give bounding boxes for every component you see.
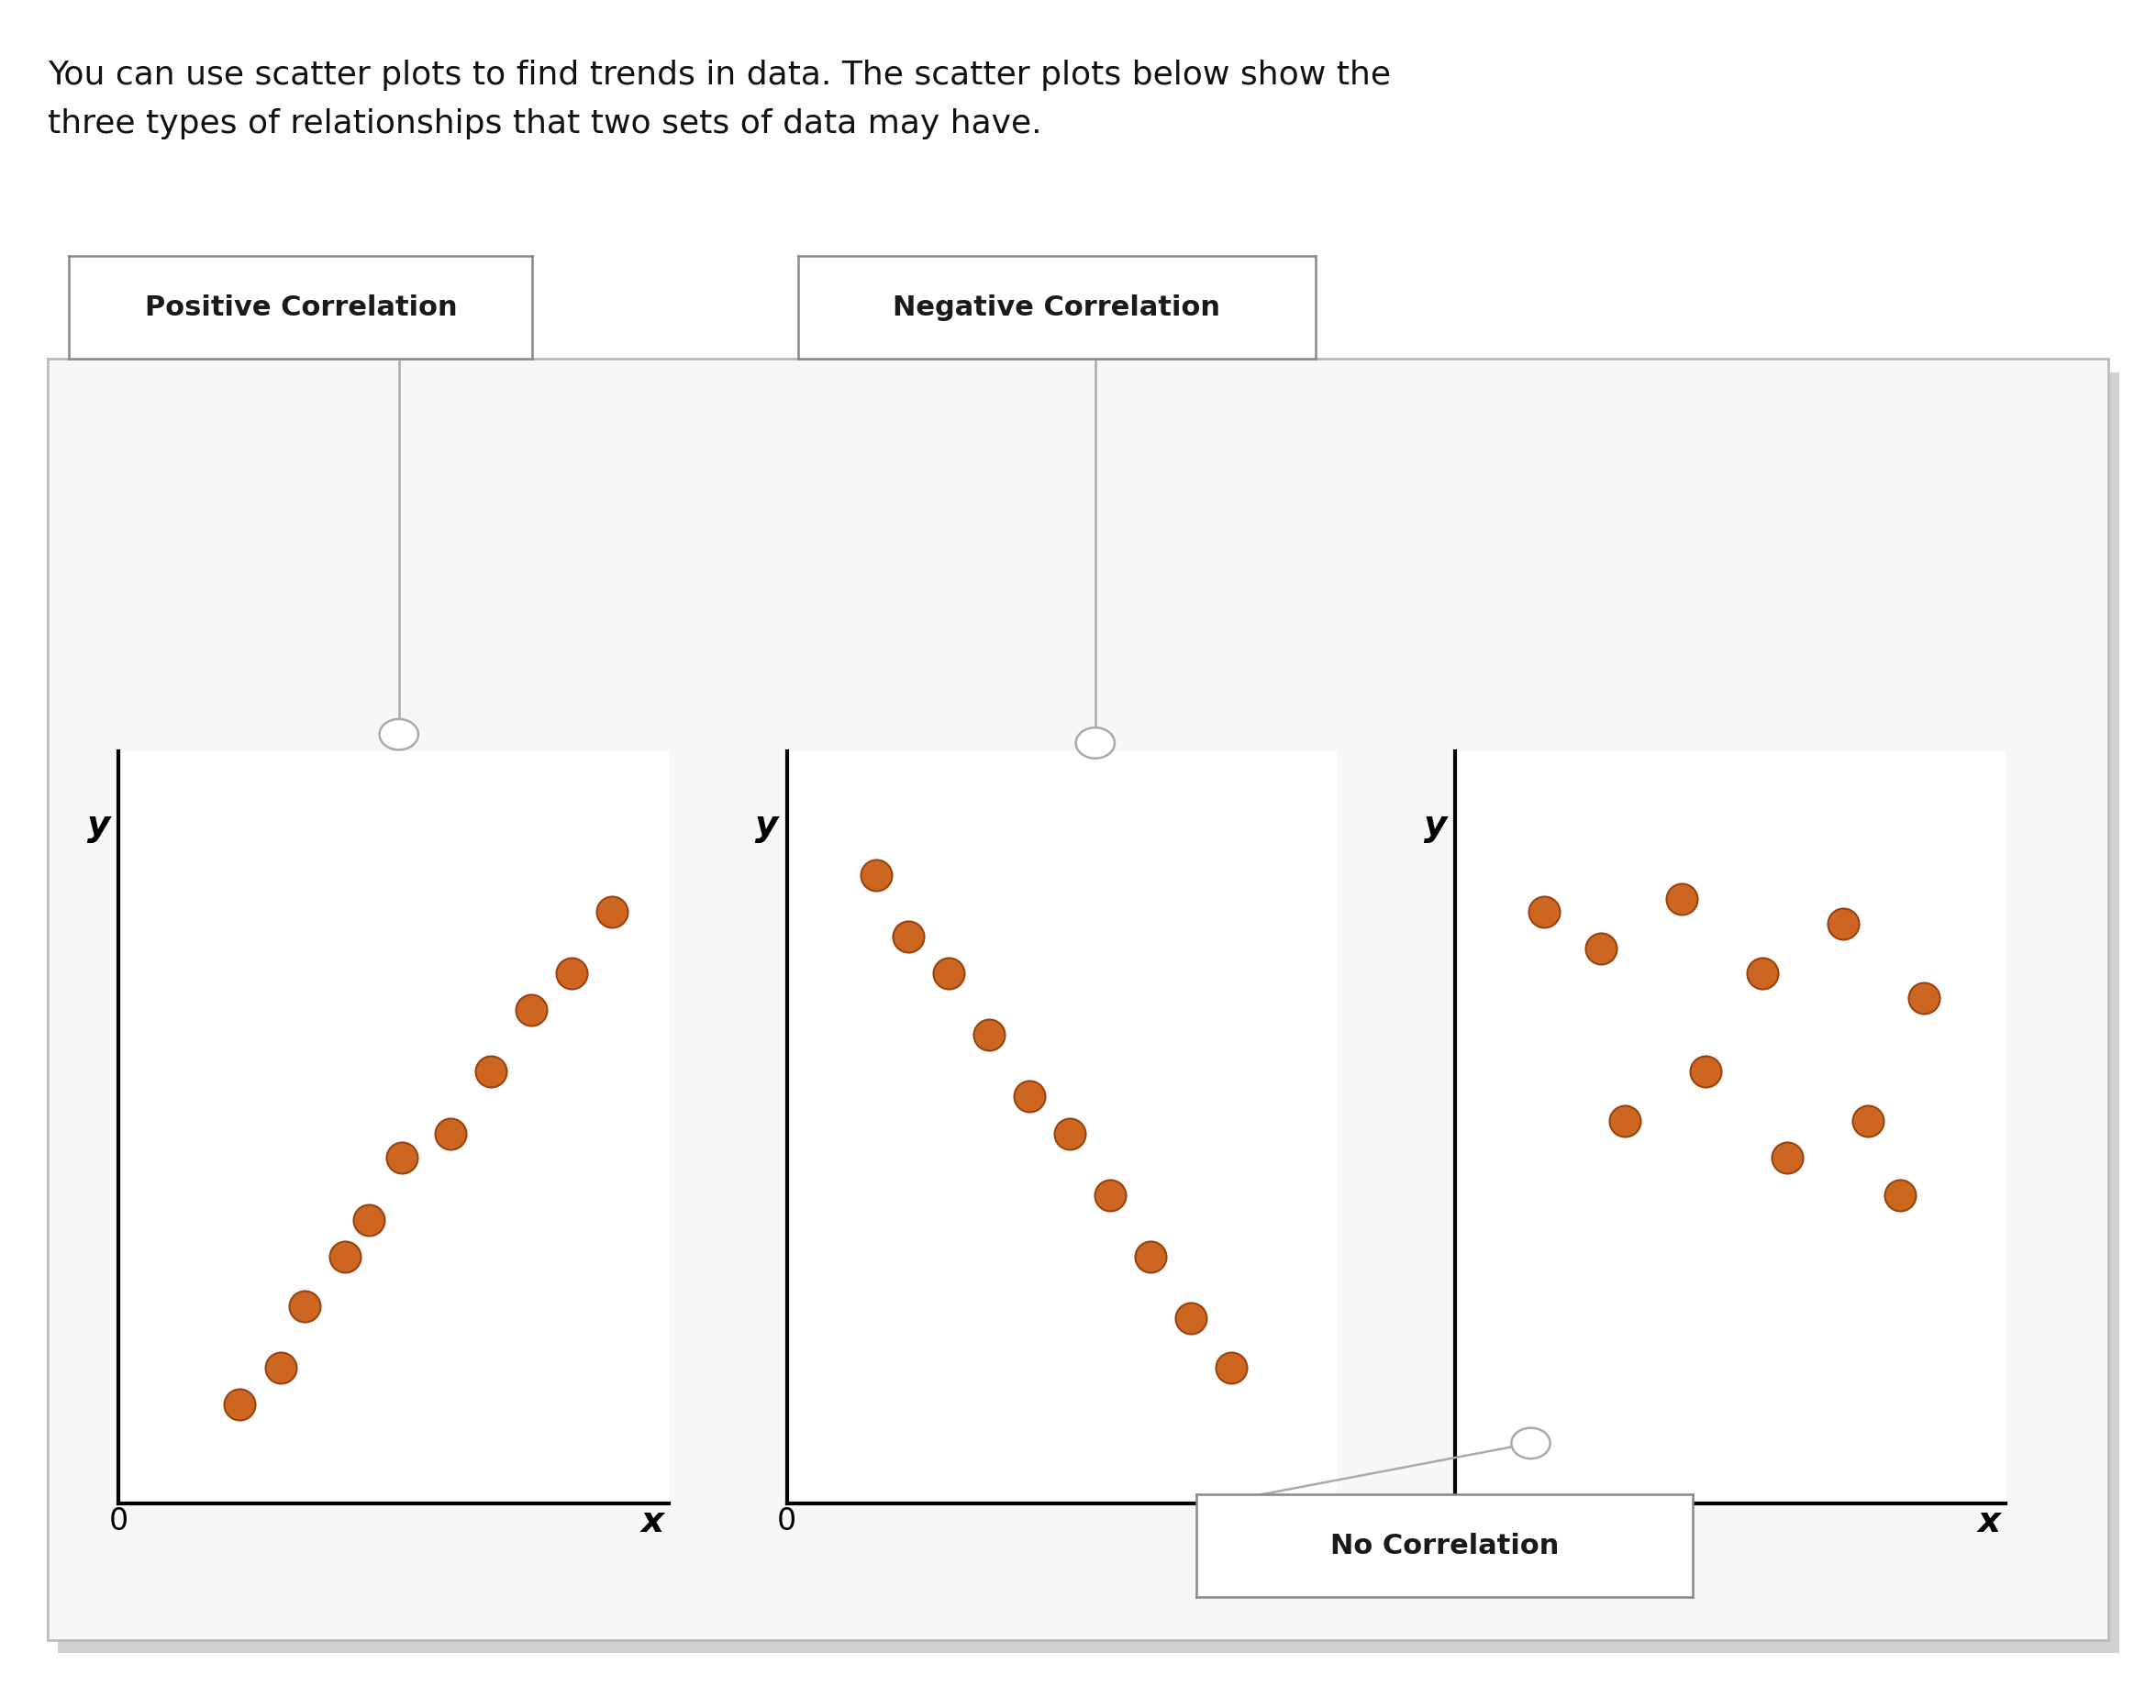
Point [1664,886,1699,914]
Point [1013,1083,1048,1110]
Point [1526,898,1561,926]
Text: x: x [1309,1505,1332,1539]
Point [1688,1059,1723,1086]
Point [1906,984,1940,1011]
Text: No Correlation: No Correlation [1330,1532,1559,1559]
Text: 0: 0 [108,1506,129,1537]
Point [1173,1305,1207,1332]
Point [1052,1120,1087,1148]
Point [1214,1354,1248,1382]
Point [1093,1182,1128,1209]
Point [1882,1182,1917,1209]
Text: x: x [640,1505,664,1539]
Text: Positive Correlation: Positive Correlation [144,294,457,321]
Point [1746,960,1781,987]
Point [384,1144,418,1172]
Point [972,1021,1007,1049]
Text: y: y [86,808,110,842]
Point [890,922,925,950]
Point [1134,1243,1169,1271]
Text: y: y [1423,808,1447,842]
Text: y: y [755,808,778,842]
Point [1826,910,1861,938]
Text: 0: 0 [776,1506,798,1537]
Point [554,960,589,987]
Point [595,898,630,926]
Point [474,1059,509,1086]
Point [1608,1107,1643,1134]
Point [351,1206,386,1233]
Point [513,996,548,1023]
Point [222,1390,257,1418]
Text: x: x [1977,1505,2001,1539]
Point [287,1293,321,1320]
Point [328,1243,362,1271]
Point [1770,1144,1805,1172]
Point [1583,934,1617,962]
Point [1850,1107,1884,1134]
Text: You can use scatter plots to find trends in data. The scatter plots below show t: You can use scatter plots to find trends… [47,60,1391,140]
Text: Negative Correlation: Negative Correlation [893,294,1220,321]
Point [263,1354,298,1382]
Point [433,1120,468,1148]
Point [931,960,966,987]
Point [858,861,893,888]
Text: 0: 0 [1445,1506,1466,1537]
